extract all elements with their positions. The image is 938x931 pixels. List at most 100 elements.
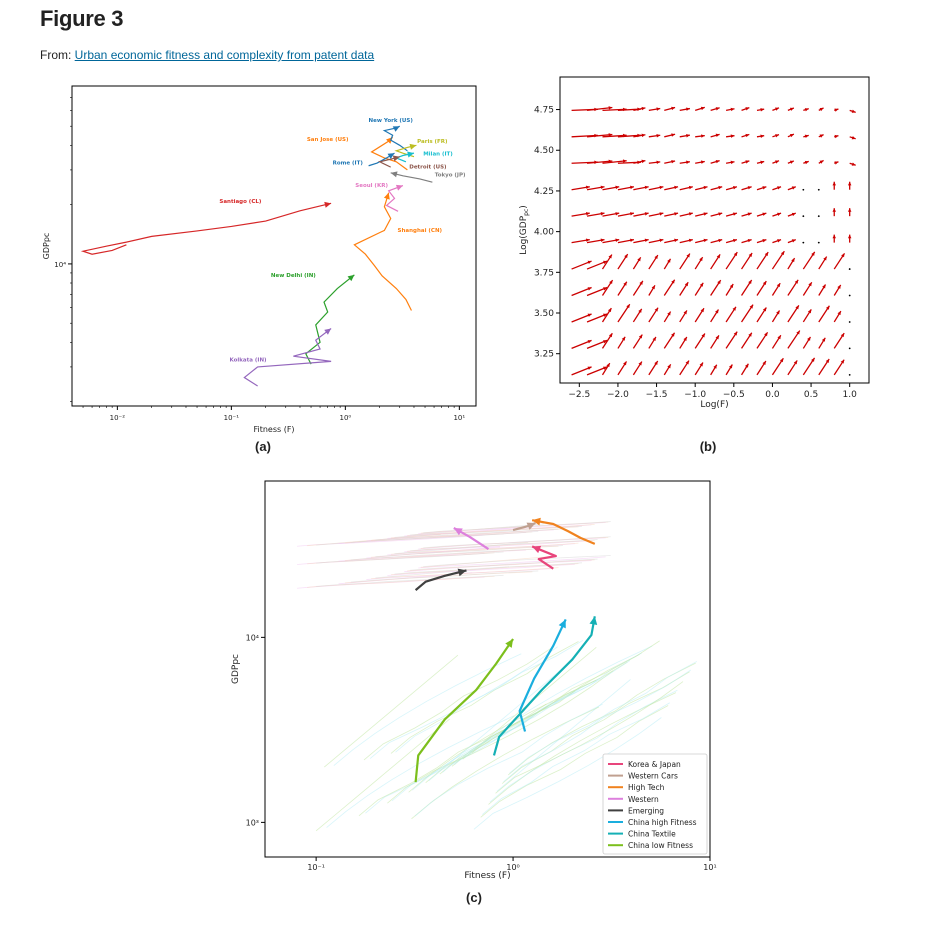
chart-b-arrow bbox=[602, 186, 620, 191]
chart-b-arrow bbox=[787, 360, 798, 376]
chart-b-arrow bbox=[725, 364, 733, 376]
chart-b-arrow bbox=[756, 108, 765, 112]
chart-b-arrow bbox=[648, 360, 659, 376]
chart-b-arrow bbox=[771, 310, 781, 323]
chart-b-arrow bbox=[601, 307, 612, 323]
chart-b-arrowhead bbox=[700, 308, 704, 313]
chart-b-arrow bbox=[834, 108, 839, 111]
chart-a-series-line bbox=[394, 144, 417, 158]
chart-b-arrowhead bbox=[603, 340, 608, 344]
chart-b-arrowhead bbox=[718, 238, 723, 243]
chart-a-series-arrow bbox=[387, 153, 395, 160]
chart-b-arrowhead bbox=[728, 364, 733, 369]
chart-c-bg-trace bbox=[375, 566, 510, 579]
chart-b-arrowhead bbox=[688, 238, 693, 243]
chart-b-arrowhead bbox=[671, 106, 676, 111]
chart-b-arrowhead bbox=[832, 208, 836, 212]
chart-b-point bbox=[848, 347, 851, 350]
chart-b-arrowhead bbox=[837, 284, 841, 289]
chart-b-arrowhead bbox=[747, 186, 752, 190]
chart-c-bg-trace bbox=[420, 536, 609, 549]
chart-a-series-line bbox=[394, 152, 415, 163]
chart-a-series-line bbox=[305, 274, 355, 365]
chart-b-arrowhead bbox=[637, 160, 642, 165]
chart-b-arrow bbox=[772, 160, 780, 164]
chart-b-arrowhead bbox=[819, 160, 824, 164]
chart-b-arrowhead bbox=[585, 185, 590, 190]
chart-b-arrow bbox=[617, 212, 635, 217]
chart-b-arrowhead bbox=[699, 282, 704, 287]
chart-c-bg-trace bbox=[390, 641, 579, 754]
chart-b-arrowhead bbox=[637, 133, 642, 138]
chart-c-frame bbox=[264, 480, 711, 858]
chart-b-xtick-label: 1.0 bbox=[843, 390, 858, 400]
chart-b-arrow bbox=[571, 339, 592, 350]
chart-c-bg-trace bbox=[412, 678, 600, 791]
chart-b-arrow bbox=[741, 160, 750, 164]
chart-b-arrowhead bbox=[621, 336, 626, 341]
chart-b-arrowhead bbox=[699, 362, 703, 367]
chart-b-arrow bbox=[710, 309, 720, 323]
chart-b-arrow bbox=[601, 332, 613, 349]
chart-b-arrowhead bbox=[793, 360, 798, 365]
chart-b-arrow bbox=[632, 334, 643, 349]
chart-b-point bbox=[802, 188, 805, 191]
chart-b-arrow bbox=[740, 304, 754, 323]
chart-b-arrow bbox=[802, 251, 816, 270]
chart-a-xlabel: Fitness (F) bbox=[253, 425, 294, 434]
chart-b-arrowhead bbox=[825, 358, 830, 363]
chart-c-bg-trace bbox=[423, 555, 611, 568]
chart-b-arrowhead bbox=[775, 107, 780, 111]
chart-b-arrow bbox=[602, 212, 620, 217]
chart-b-arrowhead bbox=[730, 160, 735, 165]
chart-c-bg-trace bbox=[370, 528, 559, 541]
chart-b-arrow bbox=[633, 134, 646, 138]
chart-b-arrowhead bbox=[700, 134, 705, 138]
chart-b-arrow bbox=[710, 107, 720, 111]
chart-b-arrow bbox=[679, 310, 688, 323]
chart-c-bg-trace bbox=[324, 654, 459, 768]
chart-b-arrow bbox=[663, 279, 676, 296]
chart-b-arrow bbox=[602, 108, 627, 112]
chart-b-arrowhead bbox=[834, 161, 839, 165]
chart-b-arrowhead bbox=[745, 363, 749, 368]
chart-b-arrow bbox=[617, 361, 628, 376]
chart-c-bg-trace bbox=[369, 646, 558, 759]
chart-b-arrow bbox=[741, 212, 752, 217]
chart-b-arrowhead bbox=[713, 364, 717, 369]
source-link[interactable]: Urban economic fitness and complexity fr… bbox=[74, 48, 375, 62]
chart-c-bg-trace bbox=[420, 555, 555, 568]
chart-b-arrowhead bbox=[732, 212, 737, 216]
chart-b-arrow bbox=[694, 307, 705, 323]
chart-b-arrow bbox=[632, 256, 642, 270]
chart-c-bg-trace bbox=[407, 539, 595, 552]
chart-b-arrow bbox=[741, 107, 750, 111]
chart-c-bg-trace bbox=[297, 552, 485, 565]
chart-c-series-line bbox=[453, 527, 490, 551]
chart-c-bg-trace bbox=[404, 540, 592, 553]
chart-b-arrowhead bbox=[641, 106, 646, 111]
chart-c-bg-trace bbox=[451, 654, 640, 767]
chart-c-bg-trace bbox=[454, 652, 642, 766]
chart-c-bg-trace bbox=[414, 703, 603, 817]
chart-c-bg-trace bbox=[375, 528, 563, 541]
chart-c-bg-trace bbox=[307, 575, 495, 588]
chart-b-arrow bbox=[771, 282, 781, 296]
chart-b-arrowhead bbox=[804, 108, 809, 112]
chart-a-series-label: Paris (FR) bbox=[417, 139, 448, 145]
chart-b-arrow bbox=[725, 306, 737, 323]
chart-b-arrowhead bbox=[644, 185, 649, 190]
chart-b-arrowhead bbox=[623, 107, 627, 112]
chart-c-legend-label: Western Cars bbox=[628, 772, 678, 781]
chart-b-arrow bbox=[818, 337, 826, 349]
chart-a-frame bbox=[71, 85, 477, 407]
chart-b-arrow bbox=[664, 160, 676, 164]
chart-b-arrow bbox=[664, 133, 676, 138]
chart-c-legend-label: Emerging bbox=[628, 806, 664, 815]
chart-b-arrowhead bbox=[733, 252, 738, 257]
chart-c-legend-label: China high Fitness bbox=[628, 818, 697, 827]
chart-b-arrowhead bbox=[603, 260, 608, 265]
chart-b-arrowhead bbox=[638, 308, 642, 313]
chart-b-arrow bbox=[586, 238, 605, 244]
